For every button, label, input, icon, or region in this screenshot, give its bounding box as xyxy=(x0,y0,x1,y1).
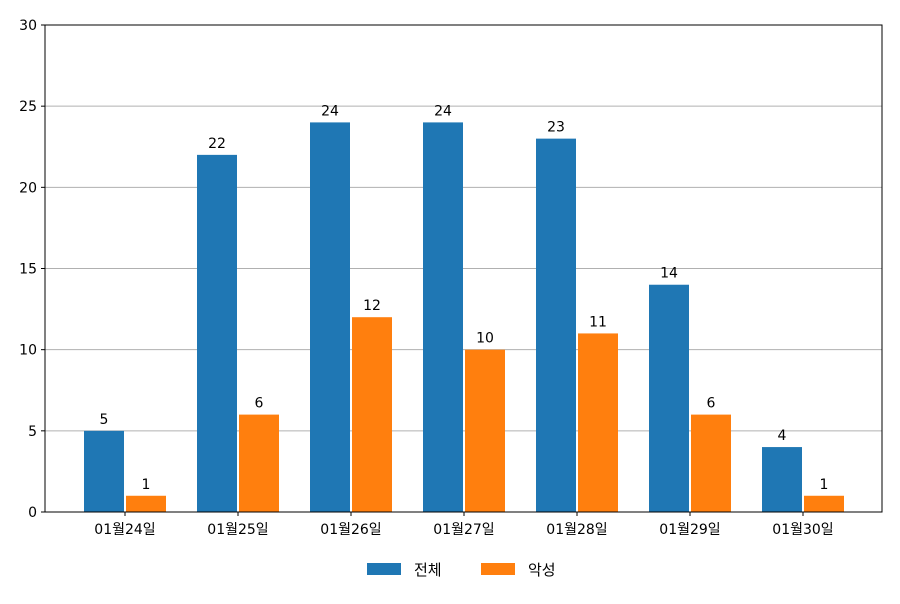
bar-malicious xyxy=(465,349,505,512)
x-tick-label: 01월25일 xyxy=(207,522,268,538)
x-tick-label: 01월30일 xyxy=(772,522,833,538)
bars xyxy=(84,122,844,513)
x-tick-label: 01월27일 xyxy=(433,522,494,538)
bar-value-label: 10 xyxy=(476,331,494,347)
bar-value-label: 24 xyxy=(321,103,339,119)
bar-value-label: 12 xyxy=(363,298,381,314)
x-axis: 01월24일 01월25일 01월26일 01월27일 01월28일 01월29일 01월3… xyxy=(94,512,834,538)
bar-malicious xyxy=(804,495,844,512)
bar-malicious xyxy=(239,414,279,512)
bar-total xyxy=(649,284,689,512)
gridlines xyxy=(45,105,882,432)
bar-total xyxy=(310,122,350,513)
bar-malicious xyxy=(578,333,618,512)
bar-value-label: 5 xyxy=(100,412,109,428)
y-axis: 0 5 10 15 20 25 30 xyxy=(19,18,45,521)
bar-value-label: 4 xyxy=(778,428,787,444)
x-tick-label: 01월26일 xyxy=(320,522,381,538)
x-tick-label: 01월29일 xyxy=(659,522,720,538)
y-tick-label: 25 xyxy=(19,99,37,115)
bar-total xyxy=(536,138,576,512)
bar-value-label: 22 xyxy=(208,136,226,152)
bar-value-label: 1 xyxy=(820,477,829,493)
y-tick-label: 10 xyxy=(19,343,37,359)
y-tick-label: 15 xyxy=(19,262,37,278)
y-tick-label: 30 xyxy=(19,18,37,34)
legend: 전체 악성 xyxy=(367,561,556,579)
bar-malicious xyxy=(691,414,731,512)
x-tick-label: 01월28일 xyxy=(546,522,607,538)
data-labels: 5 1 22 6 24 12 24 10 23 11 14 6 4 1 xyxy=(100,103,829,492)
legend-swatch xyxy=(367,563,401,575)
bar-value-label: 6 xyxy=(255,396,264,412)
bar-malicious xyxy=(126,495,166,512)
bar-value-label: 24 xyxy=(434,103,452,119)
bar-value-label: 1 xyxy=(142,477,151,493)
y-tick-label: 0 xyxy=(28,505,37,521)
bar-value-label: 23 xyxy=(547,120,565,136)
legend-label: 악성 xyxy=(528,561,556,579)
legend-swatch xyxy=(481,563,515,575)
bar-value-label: 6 xyxy=(707,396,716,412)
bar-value-label: 14 xyxy=(660,266,678,282)
bar-total xyxy=(762,447,802,512)
legend-label: 전체 xyxy=(414,561,442,579)
bar-value-label: 11 xyxy=(589,314,607,330)
y-tick-label: 5 xyxy=(28,424,37,440)
y-tick-label: 20 xyxy=(19,180,37,196)
bar-total xyxy=(84,430,124,512)
bar-total xyxy=(197,154,237,512)
bar-total xyxy=(423,122,463,513)
x-tick-label: 01월24일 xyxy=(94,522,155,538)
bar-malicious xyxy=(352,317,392,512)
